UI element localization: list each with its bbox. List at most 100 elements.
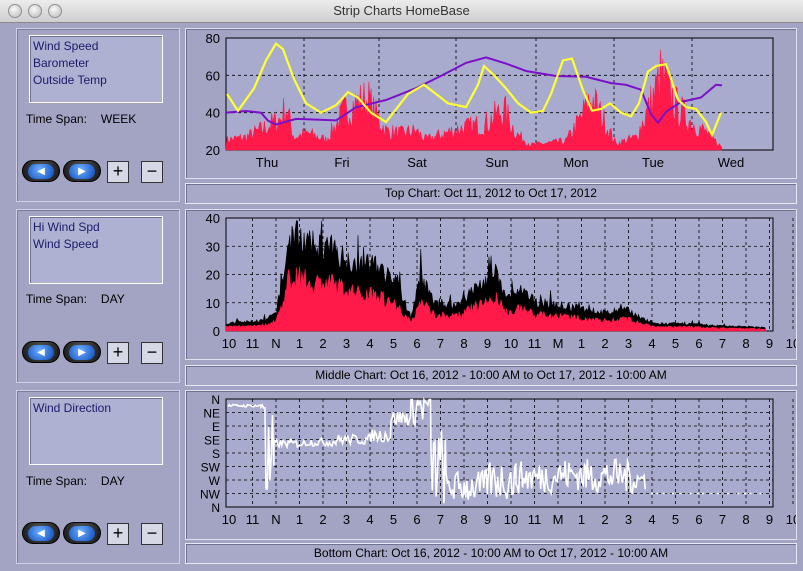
bottom-series-list[interactable]: Wind Direction xyxy=(29,397,163,465)
x-tick-label: 9 xyxy=(484,512,491,527)
prev-button[interactable]: ◀ xyxy=(22,522,60,546)
x-tick-label: 9 xyxy=(766,512,773,527)
bottom-chart[interactable]: N NW W SW S SE E NE N 10 11 N 1 2 3 4 5 6 7 8 9 10 11 M 1 2 3 4 5 6 7 8… xyxy=(185,390,800,540)
top-chart-caption: Top Chart: Oct 11, 2012 to Oct 17, 2012 xyxy=(185,183,797,204)
x-tick-label: Thu xyxy=(256,155,278,170)
x-tick-label: 7 xyxy=(437,336,444,351)
x-tick-label: 10 xyxy=(222,512,236,527)
x-tick-label: 8 xyxy=(742,336,749,351)
top-series-list[interactable]: Wind Speed Barometer Outside Temp xyxy=(29,35,163,103)
next-button[interactable]: ▶ xyxy=(63,160,101,184)
x-tick-label: 6 xyxy=(695,336,702,351)
x-tick-label: 5 xyxy=(390,336,397,351)
x-tick-label: N xyxy=(271,512,280,527)
y-tick-label: W xyxy=(209,474,221,488)
time-span-value: WEEK xyxy=(100,112,137,126)
x-tick-label: 5 xyxy=(390,512,397,527)
bottom-chart-caption: Bottom Chart: Oct 16, 2012 - 10:00 AM to… xyxy=(185,543,797,564)
y-tick-label: NW xyxy=(200,488,221,502)
middle-series-list[interactable]: Hi Wind Spd Wind Speed xyxy=(29,216,163,284)
wind-direction-series xyxy=(227,396,647,504)
x-tick-label: 6 xyxy=(413,512,420,527)
y-tick-label: SW xyxy=(201,461,221,475)
x-tick-label: 1 xyxy=(296,336,303,351)
next-button[interactable]: ▶ xyxy=(63,522,101,546)
top-chart-controls: Wind Speed Barometer Outside Temp Time S… xyxy=(16,28,180,202)
x-tick-label: 1 xyxy=(578,512,585,527)
left-arrow-icon: ◀ xyxy=(28,163,54,179)
x-tick-label: 3 xyxy=(625,336,632,351)
middle-chart-controls: Hi Wind Spd Wind Speed Time Span: DAY ◀ ▶… xyxy=(16,209,180,383)
x-tick-label: 10 xyxy=(504,512,518,527)
outside-temp-series xyxy=(226,41,723,138)
zoom-out-button[interactable]: − xyxy=(141,523,163,545)
x-tick-label: 11 xyxy=(528,336,542,351)
middle-chart[interactable]: 0102030401011N1234567891011M12345678910 xyxy=(185,209,801,360)
zoom-in-button[interactable]: + xyxy=(107,342,129,364)
y-tick-label: 10 xyxy=(206,296,220,311)
time-span-value: DAY xyxy=(100,474,125,488)
time-span-label: Time Span: xyxy=(26,112,87,126)
y-tick-label: 0 xyxy=(213,324,220,339)
right-arrow-icon: ▶ xyxy=(69,525,95,541)
y-tick-label: N xyxy=(211,501,220,515)
list-item[interactable]: Barometer xyxy=(33,56,90,70)
time-span-value: DAY xyxy=(100,292,125,306)
x-tick-label: 4 xyxy=(648,512,655,527)
middle-chart-plot: 0102030401011N1234567891011M12345678910 xyxy=(206,211,801,351)
x-tick-label: 3 xyxy=(625,512,632,527)
x-tick-label: Mon xyxy=(563,155,588,170)
x-tick-label: Sun xyxy=(485,155,508,170)
top-chart-plot: 20 40 60 80 Thu Fri Sat Sun Mon Tue Wed xyxy=(206,31,774,170)
title-bar: Strip Charts HomeBase xyxy=(0,0,803,23)
middle-chart-caption: Middle Chart: Oct 16, 2012 - 10:00 AM to… xyxy=(185,365,797,386)
left-arrow-icon: ◀ xyxy=(28,344,54,360)
x-tick-label: 9 xyxy=(484,336,491,351)
zoom-out-button[interactable]: − xyxy=(141,342,163,364)
x-tick-label: 4 xyxy=(366,336,373,351)
x-tick-label: 4 xyxy=(366,512,373,527)
y-tick-label: 20 xyxy=(206,268,220,283)
x-tick-label: 9 xyxy=(766,336,773,351)
x-tick-label: 6 xyxy=(413,336,420,351)
close-window-button[interactable] xyxy=(8,4,22,18)
list-item[interactable]: Wind Direction xyxy=(33,401,112,415)
x-tick-label: 8 xyxy=(742,512,749,527)
zoom-window-button[interactable] xyxy=(48,4,62,18)
zoom-out-button[interactable]: − xyxy=(141,161,163,183)
y-tick-label: 20 xyxy=(206,143,220,158)
wind-speed-series xyxy=(225,266,767,332)
y-tick-label: SE xyxy=(204,434,220,448)
x-tick-label: 2 xyxy=(601,336,608,351)
zoom-in-button[interactable]: + xyxy=(107,161,129,183)
x-tick-label: 7 xyxy=(437,512,444,527)
x-tick-label: 10 xyxy=(504,336,518,351)
x-tick-label: 2 xyxy=(601,512,608,527)
list-item[interactable]: Wind Speed xyxy=(33,237,99,251)
y-tick-label: 40 xyxy=(206,211,220,226)
list-item[interactable]: Wind Speed xyxy=(33,39,99,53)
y-tick-label: E xyxy=(212,420,220,434)
y-tick-label: 80 xyxy=(206,31,220,46)
window-title: Strip Charts HomeBase xyxy=(333,3,470,18)
x-tick-label: 1 xyxy=(578,336,585,351)
zoom-in-button[interactable]: + xyxy=(107,523,129,545)
y-tick-label: 60 xyxy=(206,68,220,83)
y-tick-label: N xyxy=(211,393,220,407)
x-tick-label: 4 xyxy=(648,336,655,351)
prev-button[interactable]: ◀ xyxy=(22,160,60,184)
list-item[interactable]: Hi Wind Spd xyxy=(33,220,100,234)
time-span-label: Time Span: xyxy=(26,474,87,488)
y-tick-label: S xyxy=(212,447,220,461)
x-tick-label: 8 xyxy=(460,512,467,527)
x-tick-label: 3 xyxy=(343,336,350,351)
x-tick-label: 5 xyxy=(672,336,679,351)
next-button[interactable]: ▶ xyxy=(63,341,101,365)
x-tick-label: 1 xyxy=(296,512,303,527)
minimize-window-button[interactable] xyxy=(28,4,42,18)
x-tick-label: 7 xyxy=(719,512,726,527)
list-item[interactable]: Outside Temp xyxy=(33,73,107,87)
top-chart[interactable]: 20 40 60 80 Thu Fri Sat Sun Mon Tue Wed xyxy=(185,28,797,179)
prev-button[interactable]: ◀ xyxy=(22,341,60,365)
